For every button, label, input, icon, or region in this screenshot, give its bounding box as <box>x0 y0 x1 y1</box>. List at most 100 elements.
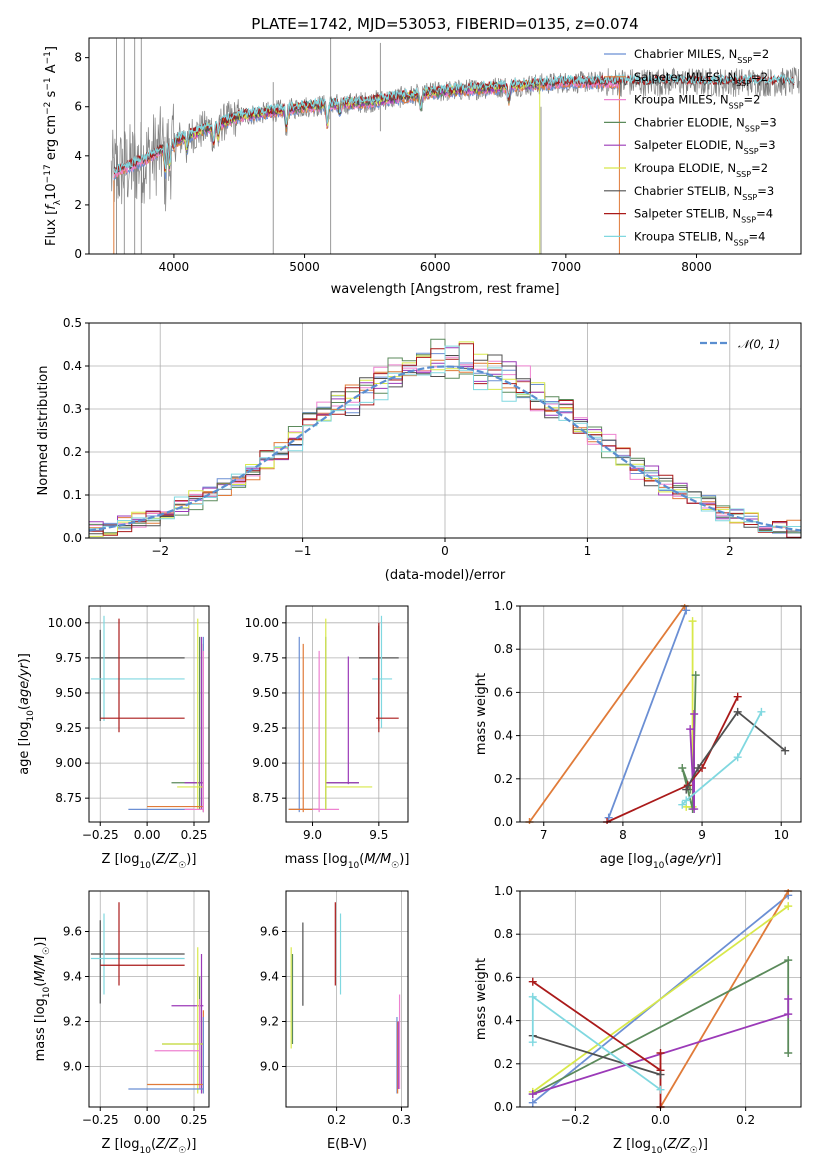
y-tick-label: 9.75 <box>252 651 279 665</box>
legend-entry: Kroupa STELIB, NSSP=4 <box>634 229 765 247</box>
x-tick-label: 2 <box>726 544 734 558</box>
y-tick-label: 4 <box>74 149 82 163</box>
y-tick-label: 8 <box>74 51 82 65</box>
axes-frame <box>88 890 210 1108</box>
y-tick-label: 9.75 <box>55 651 82 665</box>
y-tick-label: 0 <box>74 247 82 261</box>
y-tick-label: 9.2 <box>260 1015 279 1029</box>
series-marker <box>733 692 742 701</box>
errorbar-kroupa-stelib <box>372 615 393 729</box>
y-tick-label: 0.2 <box>63 445 82 459</box>
legend-entry: Chabrier STELIB, NSSP=3 <box>634 184 774 202</box>
legend-entry: Salpeter ELODIE, NSSP=3 <box>634 138 776 156</box>
y-tick-label: 0.6 <box>494 685 513 699</box>
series-marker <box>784 956 793 965</box>
y-tick-label: 6 <box>74 100 82 114</box>
y-tick-label: 9.0 <box>63 1060 82 1074</box>
series-line <box>606 696 739 823</box>
mass-vs-metallicity-panel: −0.25 0.00 0.25 9.0 9.2 9.4 9.6 Z [log10(Z/Z☉)]… <box>33 890 210 1156</box>
errorbar-salpeter-stelib <box>100 902 185 986</box>
x-tick-label: 0 <box>441 544 449 558</box>
x-tick-label: 9.5 <box>369 828 388 842</box>
series-line <box>607 609 688 819</box>
y-tick-label: 0.3 <box>63 402 82 416</box>
x-tick-label: 1 <box>584 544 592 558</box>
y-tick-label: 0.1 <box>63 488 82 502</box>
y-tick-label: 9.50 <box>55 686 82 700</box>
legend-entry: Kroupa MILES, NSSP=2 <box>634 93 760 111</box>
series-marker <box>691 671 700 680</box>
weight-vs-Z-y-axis-label: mass weight <box>474 958 489 1040</box>
series-marker <box>784 902 793 911</box>
legend-entry: Chabrier MILES, NSSP=2 <box>634 47 769 65</box>
y-tick-label: 0.0 <box>494 1100 513 1114</box>
y-tick-label: 2 <box>74 198 82 212</box>
y-tick-label: 9.25 <box>252 721 279 735</box>
x-tick-label: 5000 <box>289 260 320 274</box>
errorbar-chabrier-elodie <box>171 636 204 810</box>
series-marker <box>678 800 687 809</box>
series-line <box>532 1034 661 1076</box>
spectrum-title: PLATE=1742, MJD=53053, FIBERID=0135, z=0… <box>251 15 638 33</box>
y-tick-label: 9.4 <box>63 970 82 984</box>
series-salpeter-miles <box>525 604 689 824</box>
age-vs-Z-plot-area <box>90 615 204 813</box>
y-tick-label: 9.00 <box>55 756 82 770</box>
y-tick-label: 9.4 <box>260 970 279 984</box>
legend-entry: Salpeter MILES, NSSP=2 <box>634 70 768 88</box>
x-tick-label: 10 <box>774 828 789 842</box>
x-tick-label: 4000 <box>159 260 190 274</box>
errorbar-chabrier-stelib <box>90 629 185 722</box>
weight-vs-age-panel: 7 8 9 10 0.0 0.2 0.4 0.6 0.8 1.0 age [log10(age/yr… <box>474 599 802 871</box>
x-tick-label: −1 <box>294 544 312 558</box>
errorbar-salpeter-elodie <box>184 636 204 810</box>
spectrum-x-axis-label: wavelength [Angstrom, rest frame] <box>331 282 560 297</box>
series-marker <box>528 977 537 986</box>
legend-entry: Kroupa ELODIE, NSSP=2 <box>634 161 768 179</box>
y-tick-label: 0.5 <box>63 316 82 330</box>
age-vs-mass-plot-area <box>288 615 399 813</box>
x-tick-label: 7000 <box>551 260 582 274</box>
age-vs-Z-y-axis-label: age [log10(age/yr)] <box>17 653 36 775</box>
series-line <box>532 905 789 1093</box>
series-kroupa-stelib <box>528 992 665 1094</box>
weight-vs-age-y-axis-label: mass weight <box>474 673 489 755</box>
errorbar-chabrier-miles <box>128 1017 204 1094</box>
errorbar-kroupa-elodie <box>177 618 204 810</box>
x-tick-label: 9.0 <box>303 828 322 842</box>
residuals-panel: −2 −1 0 1 2 0.0 0.1 0.2 0.3 0.4 0.5 (data-model)/er… <box>36 316 802 583</box>
series-marker <box>656 1085 665 1094</box>
age-vs-Z-x-axis-label: Z [log10(Z/Z☉)] <box>102 852 197 871</box>
x-tick-label: 8000 <box>681 260 712 274</box>
series-marker <box>690 710 699 718</box>
y-tick-label: 9.25 <box>55 721 82 735</box>
series-line <box>532 980 662 1107</box>
residuals-x-axis-label: (data-model)/error <box>385 568 506 583</box>
errorbar-kroupa-elodie <box>162 947 204 1094</box>
x-tick-label: −0.25 <box>82 828 119 842</box>
errorbar-chabrier-elodie <box>325 636 359 810</box>
series-marker <box>757 707 766 716</box>
y-tick-label: 0.2 <box>494 772 513 786</box>
x-tick-label: 0.2 <box>736 1113 755 1127</box>
series-chabrier-stelib <box>528 1031 665 1079</box>
weight-vs-Z-x-axis-label: Z [log10(Z/Z☉)] <box>613 1137 708 1156</box>
axes-frame <box>285 605 409 823</box>
age-vs-mass-panel: 9.0 9.5 8.75 9.00 9.25 9.50 9.75 10.00 mass [log… <box>245 605 409 871</box>
spectrum-plot-area <box>110 38 800 254</box>
axes-frame <box>88 37 802 255</box>
series-line <box>685 710 786 791</box>
normal-legend-label: 𝒩(0, 1) <box>738 337 780 351</box>
x-tick-label: 0.25 <box>181 828 208 842</box>
series-marker <box>733 753 742 762</box>
weight-vs-age-plot-area <box>525 604 790 824</box>
spectrum-legend: Chabrier MILES, NSSP=2 Salpeter MILES, NS… <box>604 47 777 247</box>
age-vs-metallicity-panel: −0.25 0.00 0.25 8.75 9.00 9.25 9.50 9.75 10.00 Z … <box>17 605 210 871</box>
series-salpeter-miles <box>656 889 793 1109</box>
x-tick-label: 8 <box>619 828 627 842</box>
errorbar-kroupa-miles <box>154 999 201 1089</box>
x-tick-label: 0.3 <box>392 1113 411 1127</box>
weight-vs-age-x-axis-label: age [log10(age/yr)] <box>600 852 722 871</box>
series-marker <box>682 785 691 794</box>
normal-distribution-curve <box>89 365 801 532</box>
